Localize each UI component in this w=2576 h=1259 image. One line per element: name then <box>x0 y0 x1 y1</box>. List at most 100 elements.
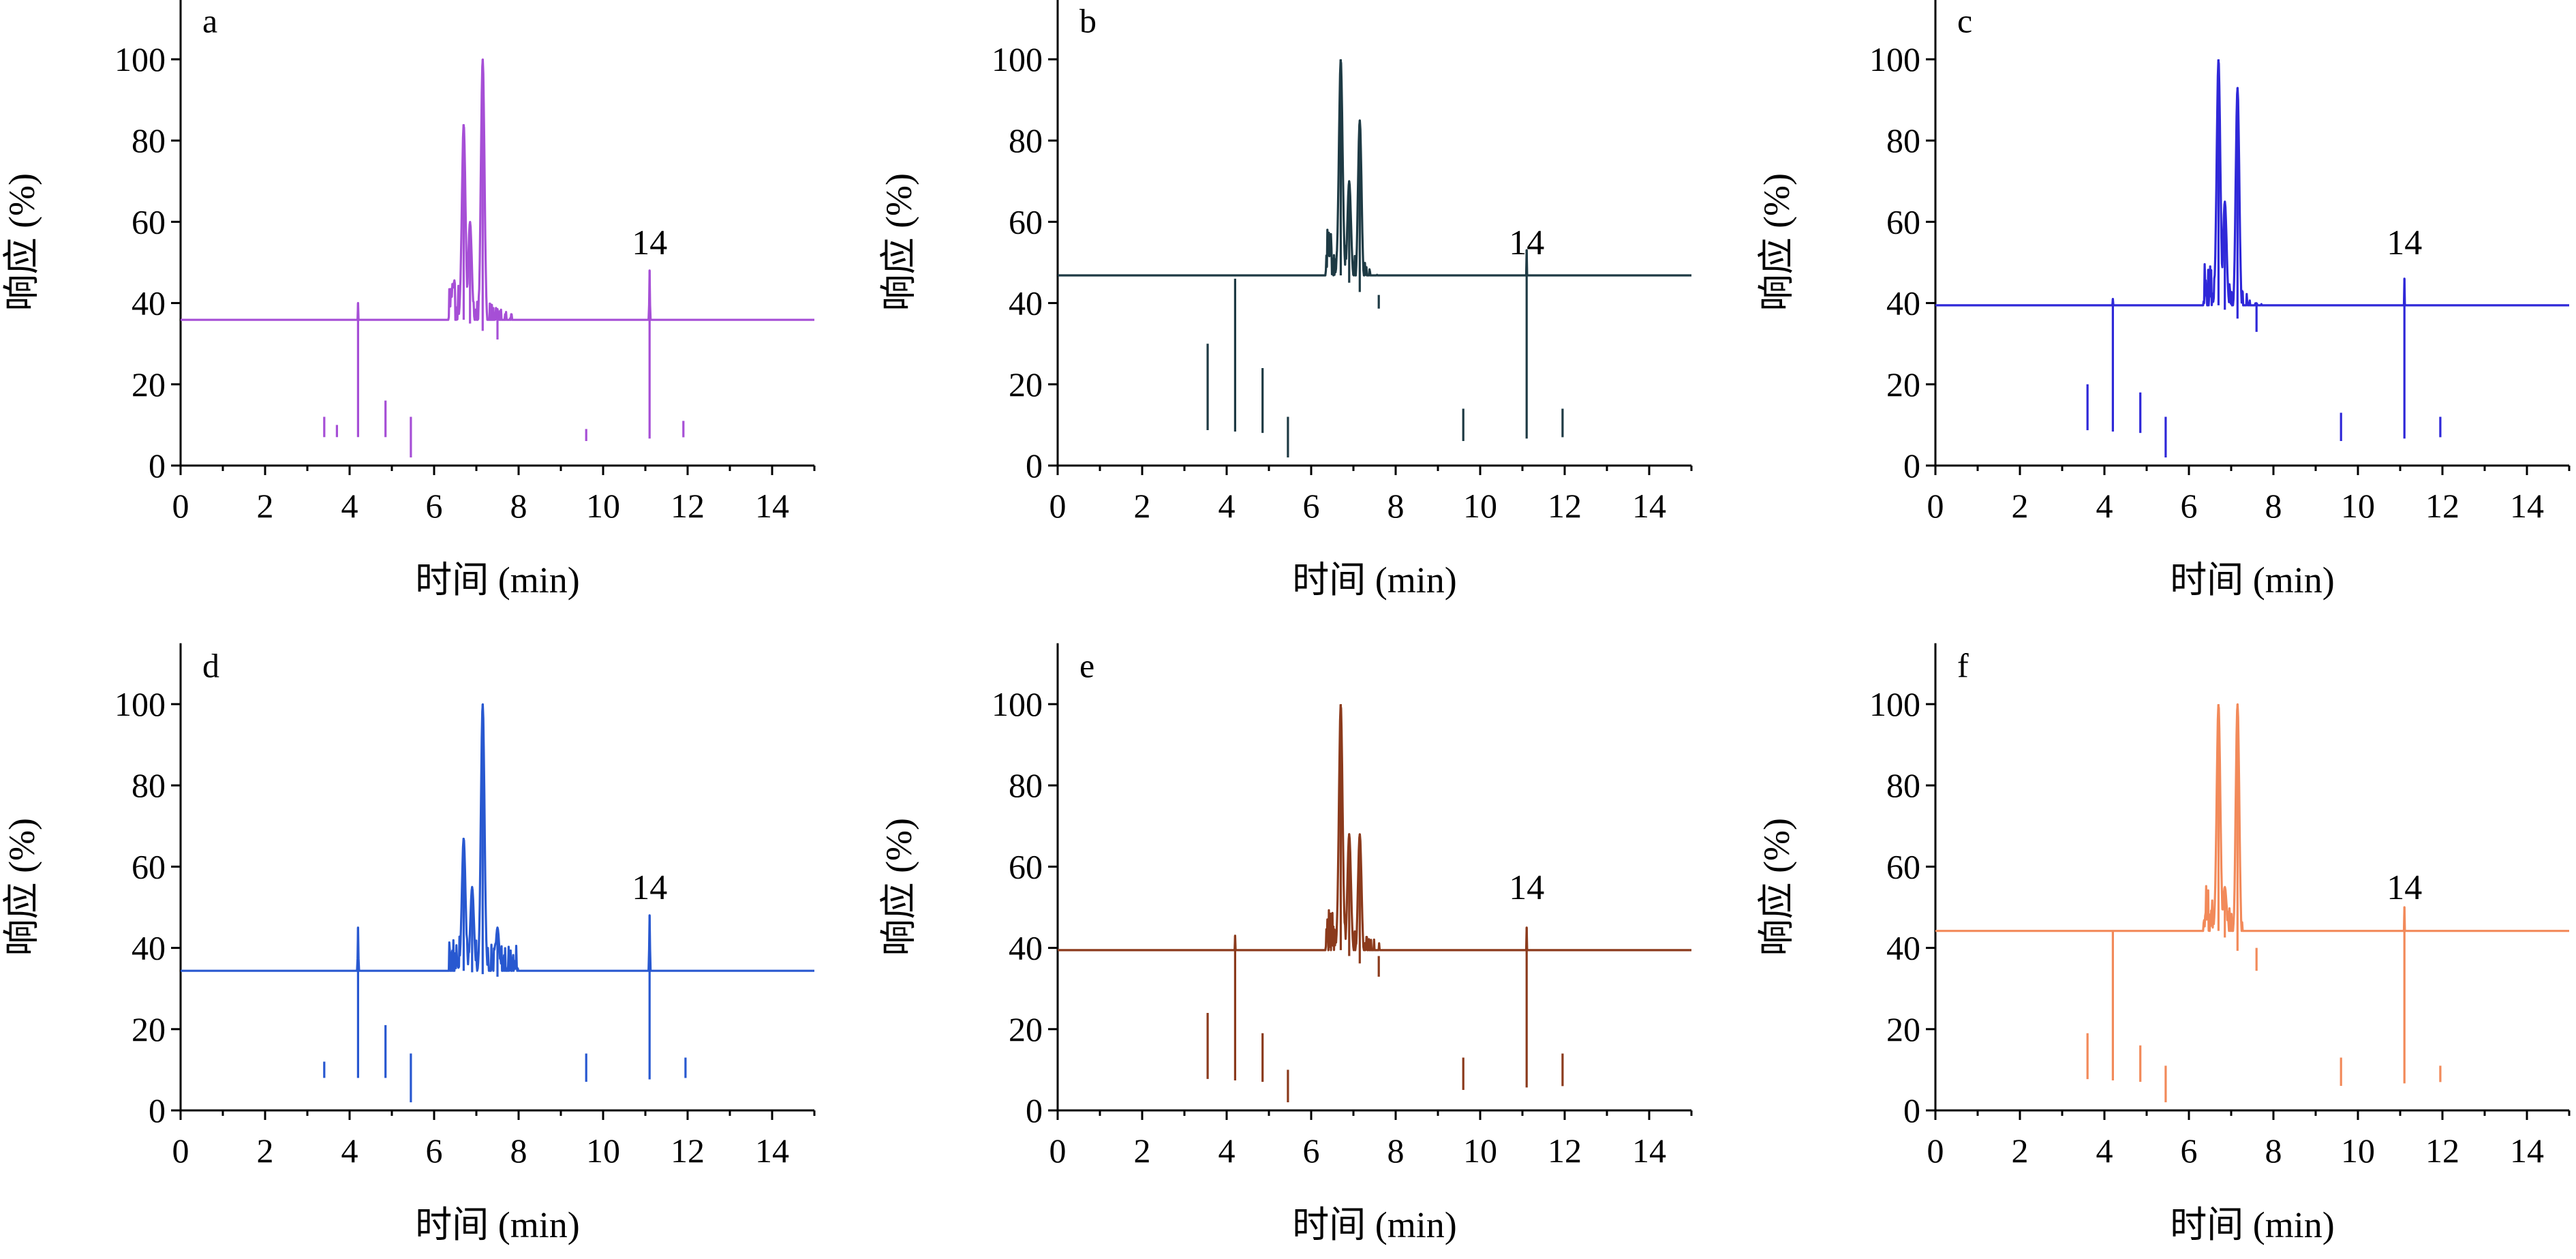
x-tick-label: 14 <box>755 487 789 525</box>
x-tick-label: 10 <box>586 1132 620 1170</box>
x-tick-label: 10 <box>586 487 620 525</box>
x-tick-label: 12 <box>1548 487 1582 525</box>
peak-annotation: 14 <box>632 868 667 907</box>
x-tick-label: 8 <box>510 487 527 525</box>
x-tick-label: 0 <box>172 487 189 525</box>
y-tick-label: 40 <box>1886 284 1920 322</box>
y-tick-label: 0 <box>1026 1091 1043 1129</box>
peak-annotation: 14 <box>2387 224 2422 262</box>
y-tick-label: 0 <box>1903 446 1920 485</box>
trace-line <box>1935 703 2570 932</box>
axis-lines <box>1934 0 2569 467</box>
x-tick-label: 10 <box>2341 487 2375 525</box>
chart-panel-c: 0 20 40 60 80 100 0 2 4 6 8 10 12 14 时间 (min) 响应 (%) c 14 <box>1756 0 2571 601</box>
x-tick-label: 0 <box>1049 1132 1067 1170</box>
y-tick-label: 100 <box>1869 685 1920 723</box>
y-tick-label: 60 <box>132 847 166 885</box>
y-tick-label: 60 <box>1009 847 1043 885</box>
x-tick-label: 4 <box>341 487 358 525</box>
y-tick-label: 80 <box>1886 766 1920 804</box>
y-axis-title: 响应 (%) <box>878 818 919 956</box>
x-tick-label: 2 <box>257 487 274 525</box>
y-tick-label: 100 <box>992 40 1043 78</box>
y-tick-label: 80 <box>132 121 166 160</box>
panel-letter: e <box>1079 647 1094 685</box>
panel-letter: a <box>202 2 217 40</box>
x-tick-label: 14 <box>755 1132 789 1170</box>
x-tick-label: 12 <box>2425 487 2459 525</box>
axis-lines <box>1056 643 1691 1112</box>
y-tick-label: 20 <box>1009 1010 1043 1048</box>
trace-line <box>1057 59 1692 277</box>
chart-panel-a: 0 20 40 60 80 100 0 2 4 6 8 10 12 14 时间 (min) 响应 (%) a 14 <box>1 0 816 601</box>
x-tick-label: 8 <box>1387 1132 1405 1170</box>
peak-annotation: 14 <box>2387 868 2422 907</box>
panel-letter: f <box>1957 647 1969 685</box>
y-tick-label: 100 <box>992 685 1043 723</box>
x-tick-label: 6 <box>1303 487 1320 525</box>
y-tick-label: 20 <box>1886 1010 1920 1048</box>
x-tick-label: 8 <box>2265 1132 2282 1170</box>
x-axis-title: 时间 (min) <box>415 1204 579 1245</box>
x-tick-label: 12 <box>2425 1132 2459 1170</box>
x-tick-label: 6 <box>2181 487 2198 525</box>
panel-letter: b <box>1079 2 1097 40</box>
x-tick-label: 2 <box>2012 487 2029 525</box>
y-tick-label: 80 <box>1009 121 1043 160</box>
x-tick-label: 10 <box>2341 1132 2375 1170</box>
chart-panel-e: 0 20 40 60 80 100 0 2 4 6 8 10 12 14 时间 (min) 响应 (%) e 14 <box>878 643 1693 1245</box>
y-tick-label: 80 <box>1886 121 1920 160</box>
x-tick-label: 4 <box>341 1132 358 1170</box>
y-tick-label: 20 <box>132 365 166 404</box>
y-tick-label: 60 <box>1886 847 1920 885</box>
x-tick-label: 14 <box>2510 487 2544 525</box>
x-tick-label: 2 <box>2012 1132 2029 1170</box>
y-axis-title: 响应 (%) <box>1 818 42 956</box>
x-tick-label: 8 <box>510 1132 527 1170</box>
x-tick-label: 0 <box>172 1132 189 1170</box>
x-tick-label: 14 <box>2510 1132 2544 1170</box>
x-axis-title: 时间 (min) <box>2170 1204 2334 1245</box>
x-axis-title: 时间 (min) <box>1292 1204 1456 1245</box>
y-tick-label: 60 <box>132 202 166 241</box>
y-tick-label: 20 <box>1886 365 1920 404</box>
y-tick-label: 40 <box>1886 929 1920 967</box>
x-tick-label: 6 <box>426 487 443 525</box>
y-tick-label: 100 <box>1869 40 1920 78</box>
y-tick-label: 100 <box>114 685 166 723</box>
panel-letter: c <box>1957 2 1972 40</box>
y-tick-label: 20 <box>132 1010 166 1048</box>
x-tick-label: 4 <box>1218 487 1236 525</box>
chart-panel-f: 0 20 40 60 80 100 0 2 4 6 8 10 12 14 时间 (min) 响应 (%) f 14 <box>1756 643 2571 1245</box>
y-tick-label: 0 <box>149 1091 166 1129</box>
y-tick-label: 60 <box>1886 202 1920 241</box>
x-tick-label: 0 <box>1927 487 1944 525</box>
axis-lines <box>1934 643 2569 1112</box>
y-tick-label: 80 <box>1009 766 1043 804</box>
y-tick-label: 100 <box>114 40 166 78</box>
x-tick-label: 14 <box>1632 487 1666 525</box>
axis-lines <box>1056 0 1691 467</box>
chart-panel-d: 0 20 40 60 80 100 0 2 4 6 8 10 12 14 时间 (min) 响应 (%) d 14 <box>1 643 816 1245</box>
y-tick-label: 40 <box>1009 929 1043 967</box>
y-tick-label: 40 <box>132 284 166 322</box>
x-tick-label: 2 <box>257 1132 274 1170</box>
x-tick-label: 6 <box>2181 1132 2198 1170</box>
x-tick-label: 14 <box>1632 1132 1666 1170</box>
x-tick-label: 8 <box>1387 487 1405 525</box>
x-tick-label: 6 <box>426 1132 443 1170</box>
x-tick-label: 4 <box>2096 487 2113 525</box>
panel-letter: d <box>202 647 219 685</box>
x-tick-label: 4 <box>1218 1132 1236 1170</box>
x-tick-label: 10 <box>1463 487 1497 525</box>
y-axis-title: 响应 (%) <box>1 173 42 311</box>
x-tick-label: 2 <box>1134 487 1151 525</box>
x-tick-label: 0 <box>1927 1132 1944 1170</box>
x-tick-label: 8 <box>2265 487 2282 525</box>
trace-line <box>180 58 815 321</box>
x-tick-label: 12 <box>671 1132 705 1170</box>
trace-line <box>1935 59 2570 307</box>
y-axis-title: 响应 (%) <box>878 173 919 311</box>
peak-annotation: 14 <box>632 224 667 262</box>
